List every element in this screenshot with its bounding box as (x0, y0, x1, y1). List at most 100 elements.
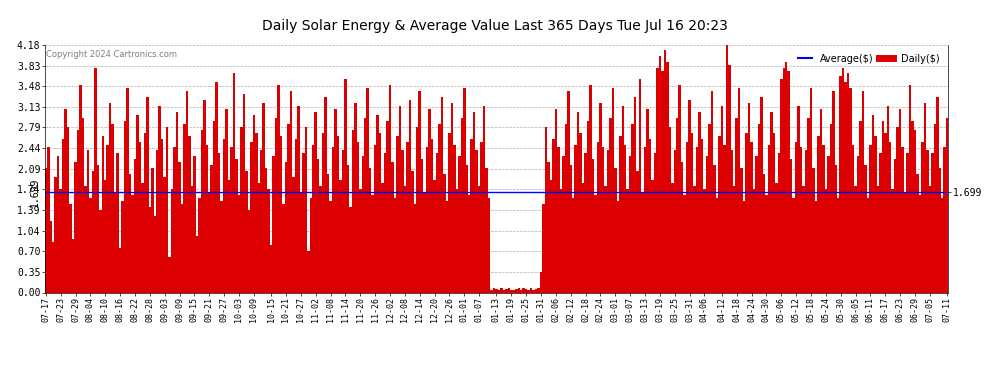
Bar (364, 118, 366, 292)
Bar (658, 56, 661, 292)
Bar (89, 198, 92, 292)
Bar (391, 162, 394, 292)
Bar (901, 147, 904, 292)
Bar (602, 147, 604, 292)
Bar (94, 68, 97, 292)
Bar (248, 210, 250, 292)
Bar (762, 174, 765, 292)
Bar (374, 144, 376, 292)
Bar (198, 198, 201, 292)
Bar (52, 242, 54, 292)
Bar (644, 147, 646, 292)
Bar (228, 180, 231, 292)
Bar (688, 100, 691, 292)
Bar (698, 112, 701, 292)
Bar (696, 147, 698, 292)
Bar (837, 198, 840, 292)
Bar (426, 147, 429, 292)
Bar (637, 171, 639, 292)
Bar (62, 139, 64, 292)
Bar (59, 189, 62, 292)
Bar (361, 156, 364, 292)
Bar (77, 130, 79, 292)
Bar (807, 118, 810, 292)
Bar (223, 139, 226, 292)
Bar (183, 124, 186, 292)
Bar (453, 144, 455, 292)
Bar (508, 288, 510, 292)
Bar (394, 198, 396, 292)
Bar (552, 139, 554, 292)
Bar (450, 103, 453, 292)
Bar (64, 109, 67, 292)
Bar (914, 130, 916, 292)
Bar (874, 136, 876, 292)
Bar (465, 165, 468, 292)
Bar (292, 177, 295, 292)
Bar (723, 144, 726, 292)
Bar (290, 91, 292, 292)
Bar (894, 159, 896, 292)
Bar (726, 45, 728, 292)
Bar (57, 156, 59, 292)
Bar (879, 153, 881, 292)
Bar (104, 180, 107, 292)
Bar (540, 272, 543, 292)
Bar (854, 186, 856, 292)
Bar (884, 133, 886, 292)
Bar (528, 290, 530, 292)
Bar (305, 127, 307, 292)
Bar (785, 62, 787, 292)
Bar (221, 201, 223, 292)
Bar (945, 118, 948, 292)
Bar (436, 153, 439, 292)
Bar (351, 130, 354, 292)
Bar (399, 106, 401, 292)
Bar (151, 168, 153, 292)
Bar (574, 144, 577, 292)
Bar (206, 144, 208, 292)
Bar (166, 127, 168, 292)
Bar (124, 121, 127, 292)
Bar (346, 165, 349, 292)
Bar (404, 186, 406, 292)
Bar (132, 195, 134, 292)
Bar (173, 147, 176, 292)
Bar (844, 82, 846, 292)
Bar (518, 288, 520, 292)
Bar (188, 136, 191, 292)
Bar (703, 189, 706, 292)
Bar (444, 174, 446, 292)
Bar (109, 103, 112, 292)
Bar (792, 198, 795, 292)
Bar (681, 162, 683, 292)
Bar (554, 109, 557, 292)
Bar (379, 133, 381, 292)
Bar (671, 183, 673, 292)
Bar (69, 204, 72, 292)
Bar (924, 103, 926, 292)
Bar (500, 288, 503, 292)
Bar (632, 124, 634, 292)
Bar (429, 109, 431, 292)
Bar (678, 86, 681, 292)
Bar (181, 204, 183, 292)
Bar (265, 168, 267, 292)
Bar (587, 121, 589, 292)
Bar (137, 115, 139, 292)
Bar (861, 91, 864, 292)
Bar (142, 183, 144, 292)
Bar (787, 70, 790, 292)
Bar (547, 162, 549, 292)
Bar (473, 112, 475, 292)
Bar (716, 198, 718, 292)
Bar (648, 139, 651, 292)
Bar (683, 195, 686, 292)
Bar (802, 186, 805, 292)
Bar (822, 144, 825, 292)
Bar (772, 133, 775, 292)
Bar (810, 88, 812, 292)
Bar (421, 159, 424, 292)
Bar (624, 144, 627, 292)
Bar (909, 86, 911, 292)
